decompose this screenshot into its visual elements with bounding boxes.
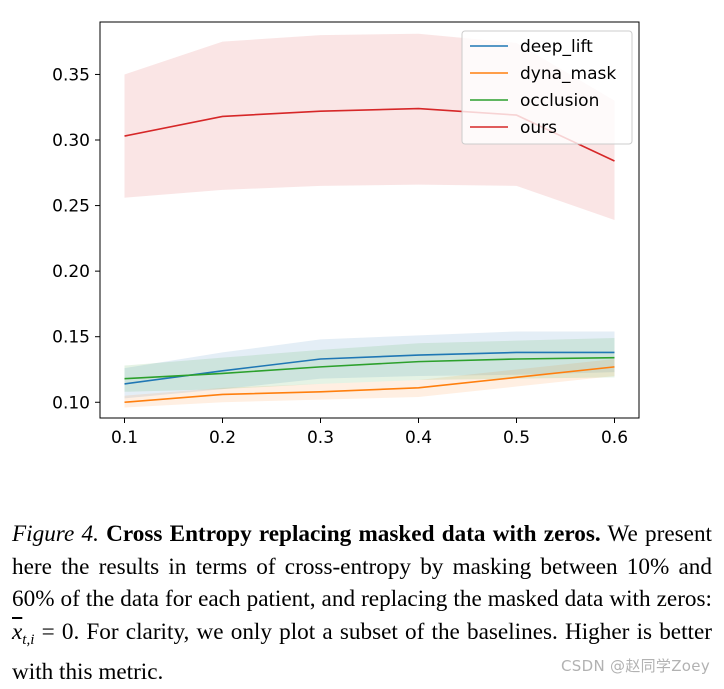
math-base: x <box>12 618 23 645</box>
y-tick-label: 0.30 <box>52 131 90 151</box>
caption-body-1: We present here the results in terms of … <box>12 521 712 612</box>
ours-legend-label: ours <box>520 118 557 138</box>
figure-title: Cross Entropy replacing masked data with… <box>106 521 601 547</box>
dyna_mask-band <box>124 358 615 408</box>
legend-box <box>461 30 633 145</box>
y-tick-label: 0.15 <box>52 328 90 348</box>
deep_lift-line <box>124 351 615 385</box>
math-subscript: t,i <box>22 631 35 648</box>
watermark: CSDN @赵同学Zoey <box>561 657 710 675</box>
cross-entropy-chart: 0.1 0.2 0.3 0.4 0.5 0.6 0.100.150.200.250.300… <box>52 21 640 448</box>
caption-math: xt,i = 0 <box>12 618 74 648</box>
x-tick-label: 0.5 <box>503 428 530 448</box>
y-tick-label: 0.10 <box>52 393 90 413</box>
dyna_mask-line <box>124 366 615 404</box>
x-tick-label: 0.1 <box>111 428 138 448</box>
x-tick-label: 0.4 <box>405 428 432 448</box>
math-rest: = 0 <box>34 618 74 645</box>
legend: deep_lift dyna_mask occlusion ours <box>461 30 633 145</box>
x-tick-label: 0.2 <box>209 428 236 448</box>
deep_lift-legend-label: deep_lift <box>520 37 593 57</box>
caption-body-2: . For clarity, we only plot a subset of … <box>12 618 712 686</box>
y-tick-label: 0.35 <box>52 65 90 85</box>
plot-frame <box>99 21 640 419</box>
occlusion-line <box>124 356 615 380</box>
y-axis: 0.10 0.15 0.20 0.25 0.30 0.35 <box>52 65 100 413</box>
x-tick-label: 0.3 <box>307 428 334 448</box>
y-tick-label: 0.20 <box>52 262 90 282</box>
occlusion-legend-label: occlusion <box>520 91 599 111</box>
y-tick-label: 0.25 <box>52 197 90 217</box>
figure-caption: Figure 4. Cross Entropy replacing masked… <box>12 518 712 689</box>
x-axis: 0.1 0.2 0.3 0.4 0.5 0.6 <box>111 418 628 448</box>
dyna_mask-legend-label: dyna_mask <box>520 64 616 84</box>
figure-label: Figure 4. <box>12 521 99 547</box>
x-tick-label: 0.6 <box>601 428 628 448</box>
